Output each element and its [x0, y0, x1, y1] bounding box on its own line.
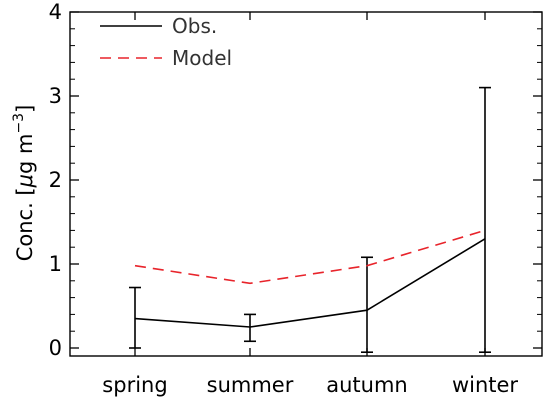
series-line-obs [134, 238, 486, 328]
legend-label-obs: Obs. [172, 14, 217, 38]
series-line-model [134, 229, 486, 285]
y-tick-label: 3 [49, 84, 62, 108]
legend-label-model: Model [172, 46, 232, 70]
y-tick-label: 4 [49, 0, 62, 24]
x-axis: spring summer autumn winter [102, 12, 518, 397]
y-tick-label: 0 [49, 336, 62, 360]
y-axis: 0 1 2 3 4 [49, 0, 542, 360]
y-tick-label: 2 [49, 168, 62, 192]
y-tick-label: 1 [49, 252, 62, 276]
x-tick-label-autumn: autumn [326, 373, 408, 397]
plot-frame [69, 11, 543, 357]
series-layer [129, 86, 491, 354]
y-axis-label: Conc. [μg m−3] [11, 105, 37, 262]
x-tick-label-summer: summer [207, 373, 294, 397]
x-tick-label-spring: spring [102, 373, 167, 397]
legend: Obs. Model [100, 14, 232, 70]
x-tick-label-winter: winter [452, 373, 518, 397]
